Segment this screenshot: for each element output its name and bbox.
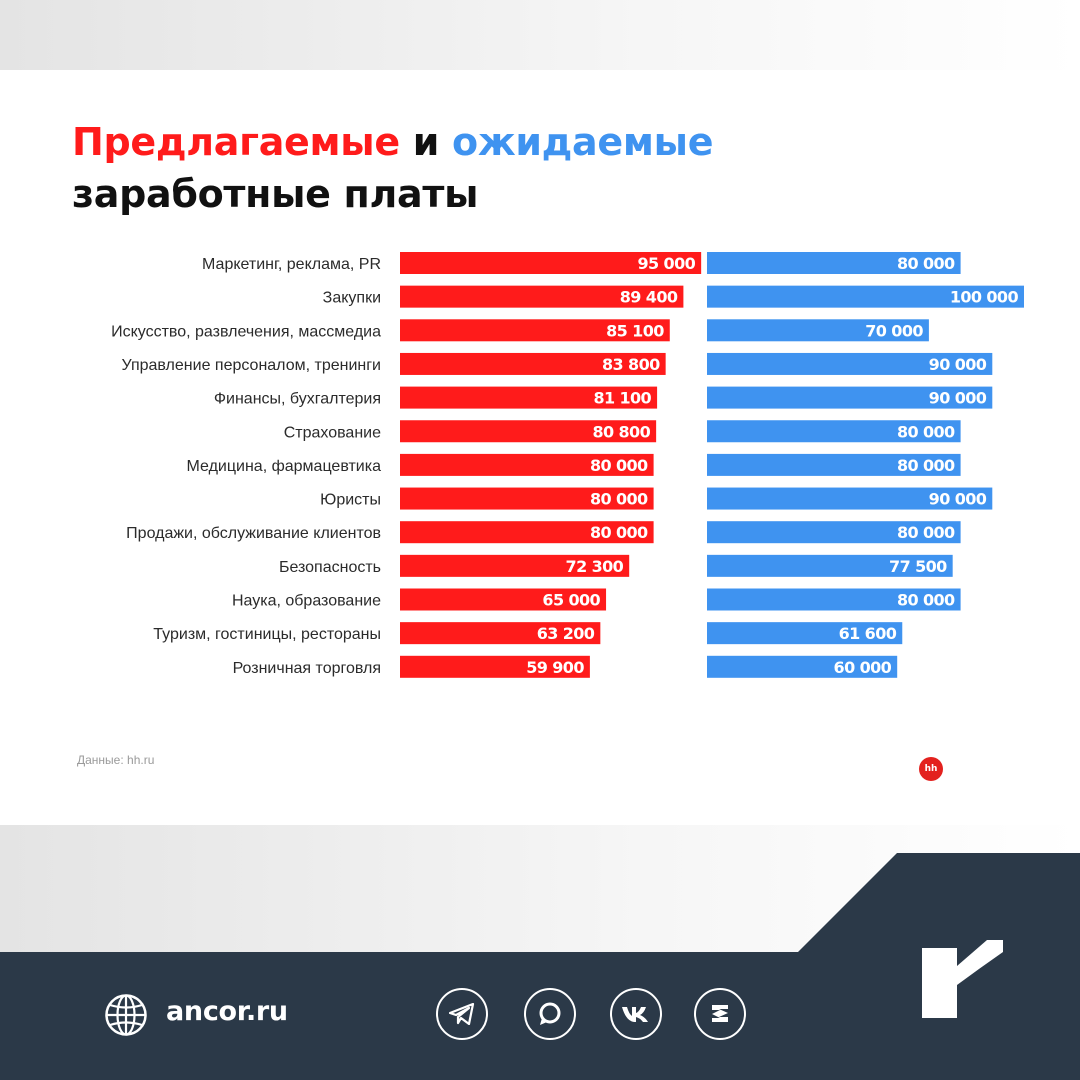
expected-bar	[707, 386, 993, 409]
offered-value-label: 63 200	[537, 624, 595, 643]
expected-value-label: 77 500	[889, 557, 947, 576]
website-link[interactable]: ancor.ru	[166, 996, 288, 1027]
data-source: Данные: hh.ru	[77, 753, 155, 767]
category-label: Безопасность	[279, 559, 381, 576]
hh-logo: hh	[919, 757, 943, 781]
zen-icon	[712, 1005, 728, 1022]
category-label: Продажи, обслуживание клиентов	[126, 525, 381, 542]
offered-value-label: 59 900	[526, 658, 584, 677]
expected-value-label: 100 000	[950, 288, 1019, 307]
offered-bar	[400, 252, 702, 274]
vk-link[interactable]	[610, 988, 662, 1040]
offered-value-label: 83 800	[602, 355, 660, 374]
offered-bar	[400, 319, 670, 342]
vk-icon	[622, 1007, 648, 1022]
expected-bar	[707, 319, 929, 342]
category-label: Юристы	[320, 492, 381, 509]
footer-background	[0, 853, 1080, 1080]
chart-card	[0, 70, 1080, 825]
title-line2: заработные платы	[72, 172, 479, 216]
category-label: Закупки	[323, 290, 381, 307]
expected-value-label: 61 600	[839, 624, 897, 643]
category-label: Страхование	[284, 424, 381, 441]
category-label: Маркетинг, реклама, PR	[202, 256, 381, 273]
category-label: Туризм, гостиницы, рестораны	[153, 626, 381, 643]
offered-value-label: 80 800	[592, 422, 650, 441]
offered-value-label: 80 000	[590, 490, 648, 509]
offered-value-label: 65 000	[542, 591, 600, 610]
category-label: Розничная торговля	[233, 660, 381, 677]
expected-value-label: 80 000	[897, 456, 955, 475]
offered-value-label: 72 300	[566, 557, 624, 576]
telegram-link[interactable]	[436, 988, 488, 1040]
offered-bar	[400, 554, 630, 577]
offered-value-label: 89 400	[620, 288, 678, 307]
offered-bar	[400, 622, 601, 645]
chart-title: Предлагаемые и ожидаемые заработные плат…	[72, 116, 713, 220]
expected-value-label: 70 000	[865, 321, 923, 340]
ancor-logo	[922, 940, 1003, 1018]
category-label: Финансы, бухгалтерия	[214, 391, 381, 408]
telegram-icon	[449, 1003, 475, 1025]
expected-bar	[707, 554, 953, 577]
category-label: Медицина, фармацевтика	[187, 458, 382, 475]
offered-value-label: 81 100	[593, 389, 651, 408]
expected-bar	[707, 521, 961, 544]
dzen-chat-link[interactable]	[524, 988, 576, 1040]
expected-bar	[707, 420, 961, 443]
offered-value-label: 95 000	[638, 254, 696, 273]
expected-value-label: 90 000	[929, 389, 987, 408]
offered-bar	[400, 521, 654, 544]
expected-value-label: 90 000	[929, 355, 987, 374]
offered-bar	[400, 285, 684, 308]
offered-bar	[400, 487, 654, 510]
offered-value-label: 80 000	[590, 456, 648, 475]
expected-bar	[707, 655, 898, 678]
offered-value-label: 85 100	[606, 321, 664, 340]
category-label: Искусство, развлечения, массмедиа	[111, 323, 381, 340]
zen-link[interactable]	[694, 988, 746, 1040]
expected-bar	[707, 352, 993, 375]
offered-value-label: 80 000	[590, 523, 648, 542]
expected-bar	[707, 453, 961, 476]
expected-value-label: 60 000	[834, 658, 892, 677]
expected-value-label: 80 000	[897, 254, 955, 273]
offered-bar	[400, 420, 657, 443]
category-label: Наука, образование	[232, 593, 381, 610]
title-offered: Предлагаемые	[72, 120, 400, 164]
offered-bar	[400, 352, 666, 375]
expected-value-label: 80 000	[897, 422, 955, 441]
offered-bar	[400, 655, 590, 678]
title-connector: и	[412, 120, 440, 164]
offered-bar	[400, 386, 658, 409]
chat-bubble-icon	[539, 1002, 561, 1025]
category-label: Управление персоналом, тренинги	[122, 357, 381, 374]
expected-bar	[707, 588, 961, 611]
expected-bar	[707, 252, 961, 274]
title-expected: ожидаемые	[452, 120, 714, 164]
offered-bar	[400, 588, 607, 611]
expected-bar	[707, 487, 993, 510]
offered-bar	[400, 453, 654, 476]
expected-value-label: 80 000	[897, 523, 955, 542]
globe-icon	[105, 994, 147, 1036]
expected-bar	[707, 285, 1024, 308]
expected-bar	[707, 622, 903, 645]
expected-value-label: 80 000	[897, 591, 955, 610]
expected-value-label: 90 000	[929, 490, 987, 509]
